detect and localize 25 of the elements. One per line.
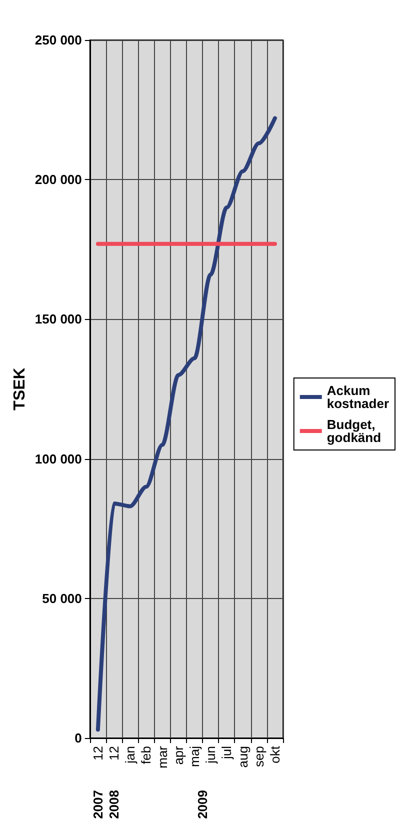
x-tick-label: aug [235, 746, 250, 768]
x-tick-label: jun [203, 746, 218, 764]
x-tick-label: feb [138, 746, 154, 764]
x-tick-label: apr [170, 745, 186, 765]
y-tick-label: 150 000 [34, 312, 82, 327]
text: 2007 [90, 790, 106, 819]
y-tick-label: 50 000 [42, 590, 82, 606]
legend-label: Ackum kostnader [326, 383, 390, 411]
x-tick-label: okt [267, 746, 282, 764]
text: 2008 [106, 790, 122, 819]
x-tick-label: 12 [106, 746, 122, 760]
y-tick-label: 100 000 [34, 451, 82, 466]
x-tick-label: jul [219, 746, 234, 760]
line-series [96, 116, 277, 732]
text: 2009 [195, 790, 210, 819]
x-tick-label: jan [122, 746, 138, 764]
legend-label: Budget, godkänd [326, 417, 382, 445]
y-axis-title: TSEK [11, 367, 28, 410]
x-tick-label: mar [154, 745, 170, 768]
y-tick-label: 0 [74, 730, 82, 746]
x-tick-label: maj [186, 746, 202, 767]
x-tick-label: sep [251, 746, 266, 767]
y-tick-label: 200 000 [34, 172, 82, 188]
x-tick-label: 12 [90, 746, 106, 760]
y-tick-label: 250 000 [34, 32, 82, 48]
